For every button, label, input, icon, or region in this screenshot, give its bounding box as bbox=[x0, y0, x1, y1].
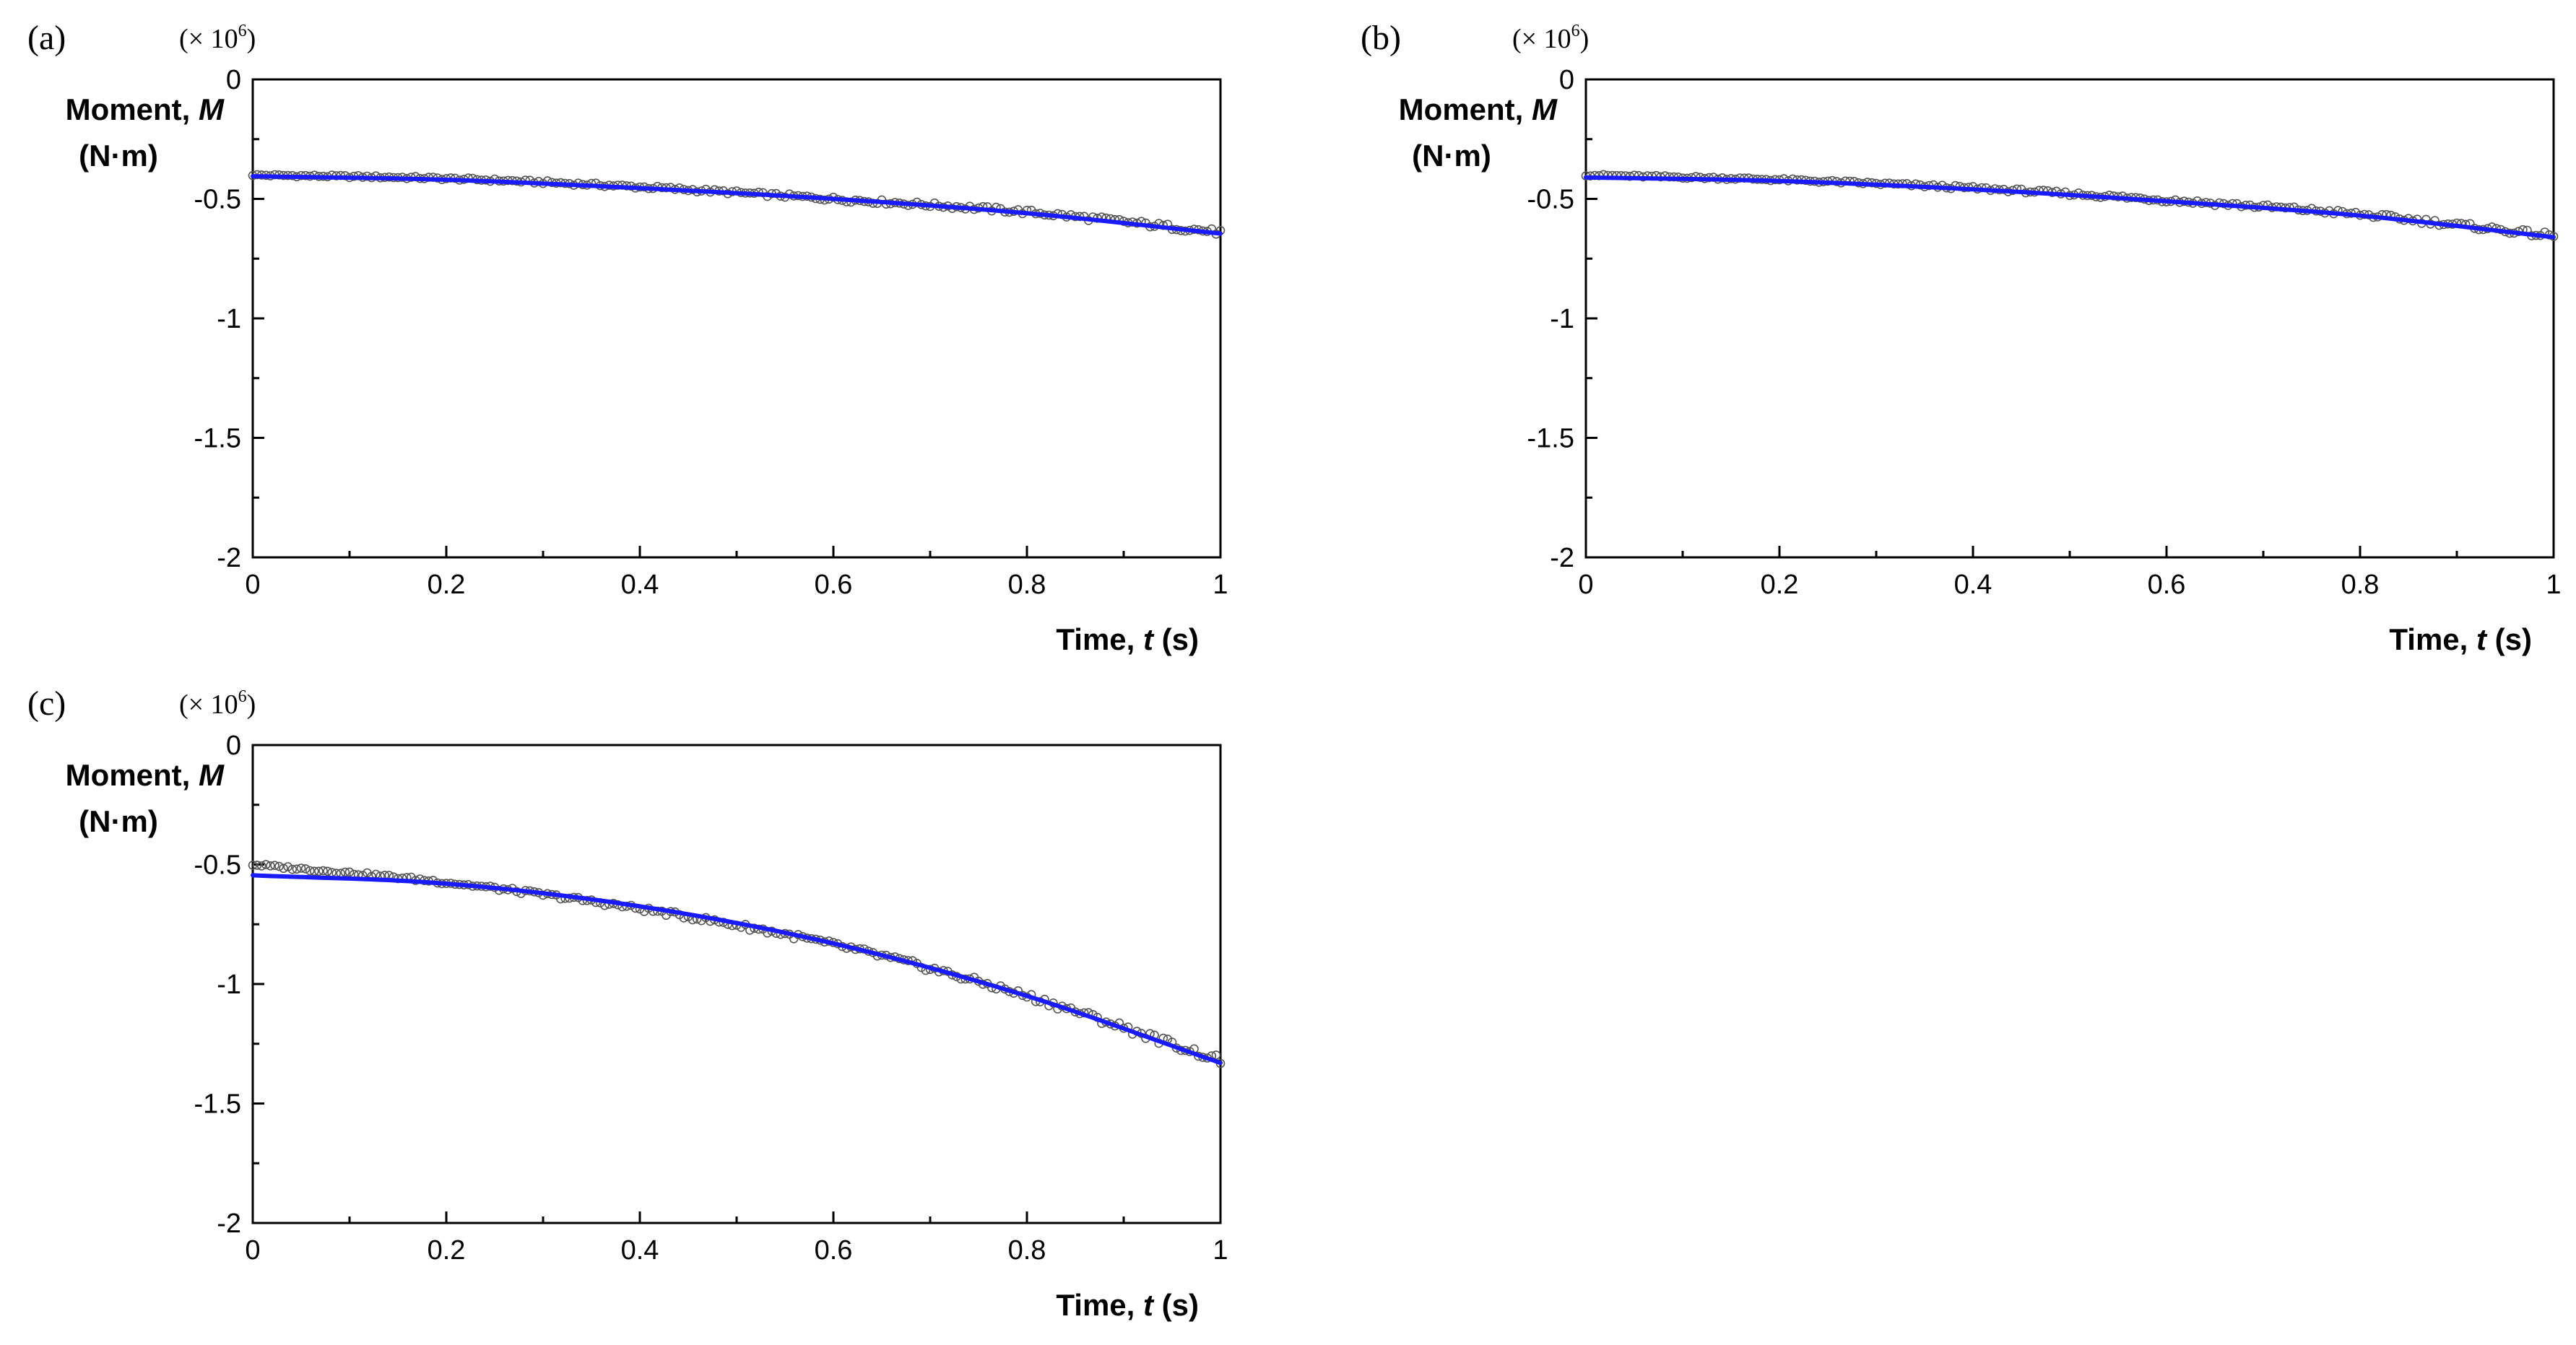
y-tick-label: 0 bbox=[226, 65, 241, 95]
y-tick-label: -0.5 bbox=[194, 850, 241, 881]
measured-point bbox=[300, 864, 311, 874]
plot-area-frame bbox=[251, 78, 1222, 559]
measured-point bbox=[248, 861, 258, 870]
x-tick-label: 0 bbox=[1578, 570, 1593, 600]
y-tick-label: -1.5 bbox=[1527, 424, 1574, 454]
measured-point bbox=[318, 866, 328, 876]
scale-factor-label: (× 106) bbox=[179, 687, 256, 720]
y-axis-unit: (N·m) bbox=[79, 139, 158, 173]
y-tick-label: -2 bbox=[217, 543, 241, 573]
measured-point bbox=[344, 867, 355, 877]
scale-factor-label: (× 106) bbox=[179, 22, 256, 54]
x-axis-title: Time, t (s) bbox=[1056, 622, 1199, 656]
y-tick-label: -2 bbox=[217, 1209, 241, 1239]
measured-point bbox=[261, 860, 271, 869]
y-axis-title: Moment, M bbox=[66, 758, 225, 792]
measured-point bbox=[314, 866, 324, 876]
panel-label: (a) bbox=[27, 19, 66, 57]
panel-label: (c) bbox=[27, 684, 66, 723]
x-tick-label: 0.6 bbox=[815, 1235, 853, 1266]
x-tick-label: 0.8 bbox=[1008, 570, 1046, 600]
y-tick-label: -1.5 bbox=[194, 1089, 241, 1120]
fitted-curve bbox=[251, 873, 1223, 1066]
x-axis-title: Time, t (s) bbox=[1056, 1288, 1199, 1322]
x-tick-label: 0.8 bbox=[2341, 570, 2380, 600]
y-tick-label: -1.5 bbox=[194, 424, 241, 454]
y-tick-label: -0.5 bbox=[1527, 185, 1574, 215]
panel-a: (a) (× 106) Moment, M (N·m) Time, t (s) … bbox=[27, 19, 1228, 656]
measured-point bbox=[279, 863, 288, 874]
y-tick-label: -1 bbox=[1550, 304, 1574, 334]
y-axis-title: Moment, M bbox=[66, 92, 225, 126]
plot-area-frame bbox=[1584, 78, 2555, 559]
x-tick-label: 0.2 bbox=[428, 570, 466, 600]
x-tick-label: 1 bbox=[1213, 570, 1228, 600]
y-tick-label: -0.5 bbox=[194, 185, 241, 215]
x-tick-label: 0.4 bbox=[621, 1235, 659, 1266]
measured-point bbox=[323, 866, 332, 876]
measured-point bbox=[274, 861, 284, 871]
x-tick-label: 0 bbox=[245, 1235, 260, 1266]
measured-point bbox=[270, 861, 279, 870]
y-tick-label: 0 bbox=[1559, 65, 1574, 95]
x-tick-label: 0.6 bbox=[815, 570, 853, 600]
measured-point bbox=[296, 863, 306, 873]
y-axis-title: Moment, M bbox=[1399, 92, 1558, 126]
measured-point bbox=[287, 864, 298, 874]
x-tick-label: 0.2 bbox=[1761, 570, 1799, 600]
panel-label: (b) bbox=[1361, 19, 1401, 57]
measured-point bbox=[292, 864, 302, 874]
x-axis-title: Time, t (s) bbox=[2389, 622, 2532, 656]
measured-point bbox=[305, 866, 315, 876]
y-axis-unit: (N·m) bbox=[1412, 139, 1491, 173]
x-tick-label: 1 bbox=[1213, 1235, 1228, 1266]
y-tick-label: -1 bbox=[217, 304, 241, 334]
x-tick-label: 1 bbox=[2546, 570, 2561, 600]
y-tick-label: -1 bbox=[217, 970, 241, 1000]
y-tick-label: -2 bbox=[1550, 543, 1574, 573]
measured-point bbox=[309, 866, 319, 876]
plot-area-frame bbox=[251, 744, 1222, 1224]
fitted-curve bbox=[251, 174, 1223, 236]
x-tick-label: 0.4 bbox=[1954, 570, 1992, 600]
x-tick-label: 0.4 bbox=[621, 570, 659, 600]
x-tick-label: 0 bbox=[245, 570, 260, 600]
y-tick-label: 0 bbox=[226, 731, 241, 761]
scale-factor-label: (× 106) bbox=[1512, 22, 1589, 54]
panel-c: (c) (× 106) Moment, M (N·m) Time, t (s) … bbox=[27, 684, 1228, 1322]
fitted-curve bbox=[1584, 175, 2556, 240]
y-axis-unit: (N·m) bbox=[79, 804, 158, 838]
x-tick-label: 0.8 bbox=[1008, 1235, 1046, 1266]
x-tick-label: 0.2 bbox=[428, 1235, 466, 1266]
measured-point bbox=[252, 861, 262, 870]
panel-b: (b) (× 106) Moment, M (N·m) Time, t (s) … bbox=[1361, 19, 2562, 656]
measured-point bbox=[340, 867, 350, 877]
measured-point bbox=[266, 861, 275, 871]
measured-point bbox=[256, 861, 266, 871]
measured-point bbox=[283, 862, 293, 871]
x-tick-label: 0.6 bbox=[2148, 570, 2186, 600]
measured-point bbox=[1211, 1050, 1221, 1060]
